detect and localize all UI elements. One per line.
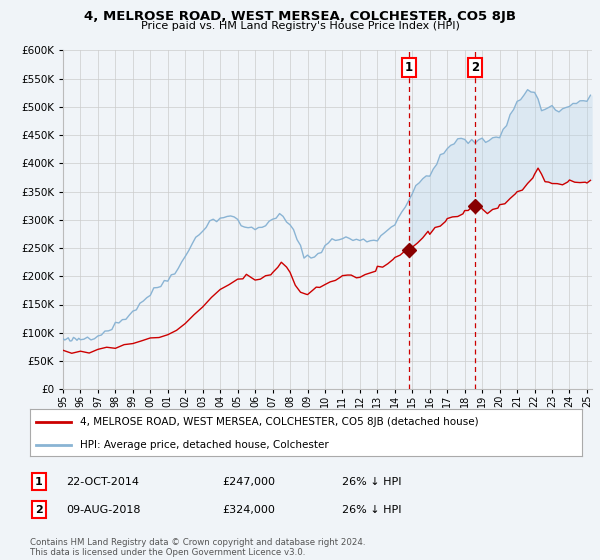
Text: £247,000: £247,000: [222, 477, 275, 487]
Text: 22-OCT-2014: 22-OCT-2014: [66, 477, 139, 487]
Text: Contains HM Land Registry data © Crown copyright and database right 2024.
This d: Contains HM Land Registry data © Crown c…: [30, 538, 365, 557]
Text: 4, MELROSE ROAD, WEST MERSEA, COLCHESTER, CO5 8JB (detached house): 4, MELROSE ROAD, WEST MERSEA, COLCHESTER…: [80, 417, 478, 427]
Text: 26% ↓ HPI: 26% ↓ HPI: [342, 505, 401, 515]
Text: 4, MELROSE ROAD, WEST MERSEA, COLCHESTER, CO5 8JB: 4, MELROSE ROAD, WEST MERSEA, COLCHESTER…: [84, 10, 516, 22]
Text: 26% ↓ HPI: 26% ↓ HPI: [342, 477, 401, 487]
Text: 09-AUG-2018: 09-AUG-2018: [66, 505, 140, 515]
Text: Price paid vs. HM Land Registry's House Price Index (HPI): Price paid vs. HM Land Registry's House …: [140, 21, 460, 31]
Text: 1: 1: [35, 477, 43, 487]
Text: 2: 2: [35, 505, 43, 515]
Text: HPI: Average price, detached house, Colchester: HPI: Average price, detached house, Colc…: [80, 440, 328, 450]
Text: £324,000: £324,000: [222, 505, 275, 515]
Text: 1: 1: [405, 60, 413, 73]
Text: 2: 2: [471, 60, 479, 73]
